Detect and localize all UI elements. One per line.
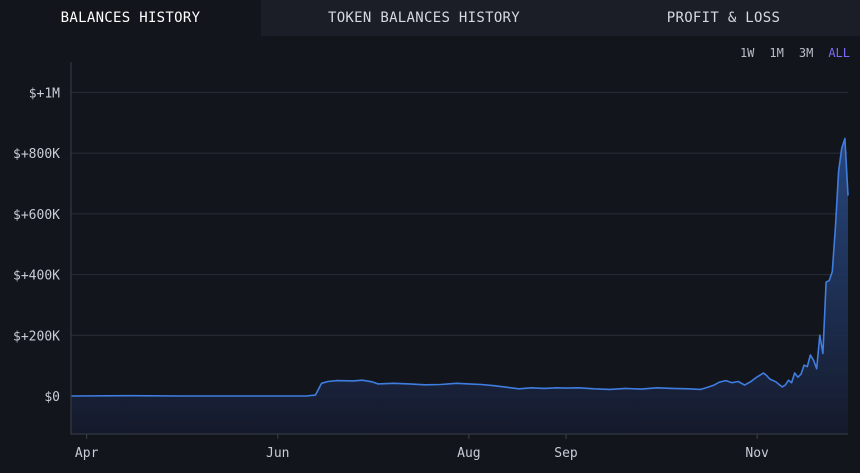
y-tick-label: $+600K [13, 208, 60, 223]
y-tick-label: $+1M [29, 86, 60, 101]
y-tick-label: $+200K [13, 329, 60, 344]
x-tick-label: Aug [457, 446, 480, 461]
tab-balances-history[interactable]: BALANCES HISTORY [0, 0, 261, 36]
range-1m[interactable]: 1M [769, 46, 784, 60]
balance-area-fill [71, 138, 848, 434]
time-range-selector: 1W 1M 3M ALL [740, 46, 850, 60]
balance-line [70, 137, 849, 397]
y-tick-label: $+400K [13, 269, 60, 284]
range-1w[interactable]: 1W [739, 46, 755, 60]
x-tick-label: Sep [554, 446, 578, 461]
x-tick-label: Nov [745, 446, 769, 461]
y-tick-label: $0 [44, 390, 60, 405]
y-tick-label: $+800K [13, 147, 60, 162]
tab-token-balances-history[interactable]: TOKEN BALANCES HISTORY [327, 10, 521, 26]
chart-tabs: BALANCES HISTORY TOKEN BALANCES HISTORY … [0, 0, 860, 36]
range-3m[interactable]: 3M [798, 46, 814, 60]
x-tick-label: Jun [266, 446, 289, 461]
tab-profit-and-loss[interactable]: PROFIT & LOSS [666, 10, 781, 26]
x-tick-label: Apr [75, 446, 99, 461]
range-all[interactable]: ALL [828, 46, 850, 60]
